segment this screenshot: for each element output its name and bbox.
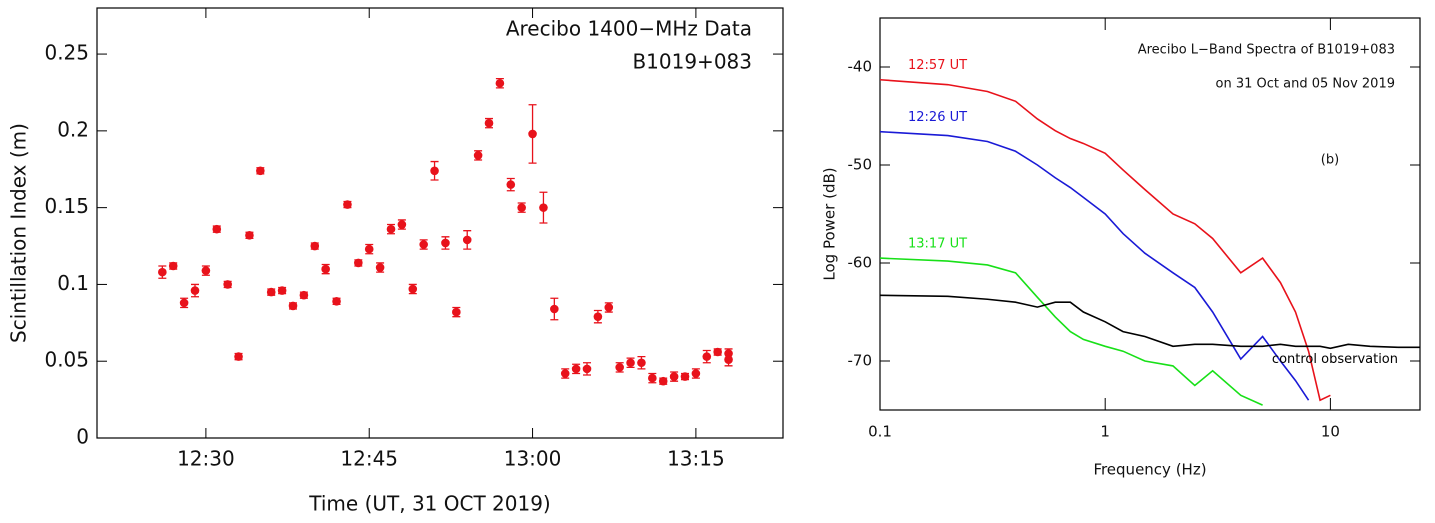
data-point bbox=[168, 261, 178, 271]
x-tick-label: 13:15 bbox=[667, 447, 725, 471]
series-label: 13:17 UT bbox=[908, 237, 967, 252]
plot-frame bbox=[96, 7, 784, 439]
data-point bbox=[724, 355, 733, 364]
annotation: on 31 Oct and 05 Nov 2019 bbox=[1216, 77, 1395, 92]
data-point bbox=[637, 358, 646, 368]
data-point bbox=[419, 240, 428, 249]
data-point bbox=[299, 290, 309, 300]
data-point bbox=[582, 364, 592, 374]
annotation: Arecibo 1400−MHz Data bbox=[506, 17, 752, 41]
data-point bbox=[713, 347, 722, 357]
data-point bbox=[615, 363, 624, 372]
data-point bbox=[669, 372, 679, 381]
data-point bbox=[343, 200, 352, 209]
data-point bbox=[234, 352, 243, 361]
x-tick-label: 0.1 bbox=[868, 423, 892, 441]
data-point bbox=[658, 376, 668, 386]
data-point bbox=[462, 235, 472, 245]
data-point bbox=[364, 244, 374, 254]
data-point bbox=[473, 151, 483, 160]
data-point bbox=[452, 307, 461, 317]
y-tick-label: 0.1 bbox=[57, 271, 89, 295]
annotation: Arecibo L−Band Spectra of B1019+083 bbox=[1138, 43, 1395, 58]
data-point bbox=[321, 264, 330, 274]
line-chart: -40 -50 -60 -70 0.1 1 10 12:57 UT 12:26 UT 13:17 … bbox=[821, 17, 1421, 479]
x-tick-label: 10 bbox=[1321, 423, 1340, 441]
y-tick-label: 0 bbox=[76, 425, 89, 449]
data-point bbox=[245, 230, 254, 240]
data-point bbox=[266, 287, 276, 297]
data-point bbox=[539, 203, 548, 212]
y-tick-label: 0.15 bbox=[44, 194, 89, 218]
data-point bbox=[201, 266, 211, 275]
data-point bbox=[179, 298, 189, 308]
data-point bbox=[648, 373, 657, 383]
y-tick-label: 0.2 bbox=[57, 117, 89, 141]
data-point bbox=[190, 286, 200, 295]
series-line bbox=[880, 78, 1331, 402]
data-point bbox=[332, 297, 341, 306]
data-point bbox=[430, 166, 439, 176]
annotation: B1019+083 bbox=[632, 50, 752, 74]
data-point bbox=[310, 241, 320, 251]
data-point bbox=[517, 203, 526, 212]
data-point bbox=[550, 304, 559, 314]
x-axis-label: Time (UT, 31 OCT 2019) bbox=[308, 492, 550, 516]
y-tick-label: -70 bbox=[848, 352, 873, 370]
series-label: 12:57 UT bbox=[908, 58, 967, 73]
y-tick-label: -40 bbox=[848, 58, 873, 76]
series-label: control observation bbox=[1272, 352, 1398, 367]
data-point bbox=[604, 303, 614, 312]
data-point bbox=[397, 220, 407, 229]
y-axis-label: Log Power (dB) bbox=[821, 167, 839, 280]
data-point bbox=[277, 286, 287, 295]
plot-frame bbox=[879, 17, 1421, 411]
data-point bbox=[441, 238, 450, 248]
data-point bbox=[680, 372, 690, 381]
data-point bbox=[386, 224, 396, 234]
x-tick-label: 12:30 bbox=[177, 447, 235, 471]
y-tick-label: 0.05 bbox=[44, 348, 89, 372]
series-line bbox=[880, 257, 1263, 406]
data-point bbox=[408, 284, 418, 294]
x-axis-label: Frequency (Hz) bbox=[1093, 461, 1206, 479]
x-tick-label: 13:00 bbox=[504, 447, 562, 471]
data-point bbox=[702, 352, 712, 361]
data-point bbox=[354, 258, 363, 268]
data-point bbox=[223, 280, 232, 289]
scatter-chart: 0 0.05 0.1 0.15 0.2 0.25 12:30 12:45 13:00 13:15 A… bbox=[7, 7, 784, 516]
data-point bbox=[288, 301, 298, 311]
data-point bbox=[560, 369, 570, 378]
y-tick-label: -50 bbox=[848, 156, 873, 174]
y-tick-label: 0.25 bbox=[44, 41, 89, 65]
data-point bbox=[571, 364, 581, 374]
annotation: (b) bbox=[1321, 153, 1339, 168]
data-point bbox=[212, 224, 222, 234]
series-line bbox=[880, 130, 1310, 401]
data-point bbox=[691, 369, 701, 378]
data-point bbox=[593, 312, 603, 321]
data-point bbox=[484, 118, 494, 128]
data-point bbox=[375, 263, 385, 272]
x-tick-label: 12:45 bbox=[340, 447, 398, 471]
series-label: 12:26 UT bbox=[908, 110, 967, 125]
data-point bbox=[495, 78, 505, 88]
data-point bbox=[256, 166, 265, 176]
data-point bbox=[528, 129, 537, 139]
y-axis-label: Scintillation Index (m) bbox=[7, 123, 31, 343]
x-tick-label: 1 bbox=[1100, 423, 1110, 441]
data-point bbox=[506, 180, 516, 189]
series-line bbox=[880, 294, 1420, 350]
data-point bbox=[626, 358, 635, 368]
data-point bbox=[158, 267, 167, 277]
y-tick-label: -60 bbox=[848, 254, 873, 272]
